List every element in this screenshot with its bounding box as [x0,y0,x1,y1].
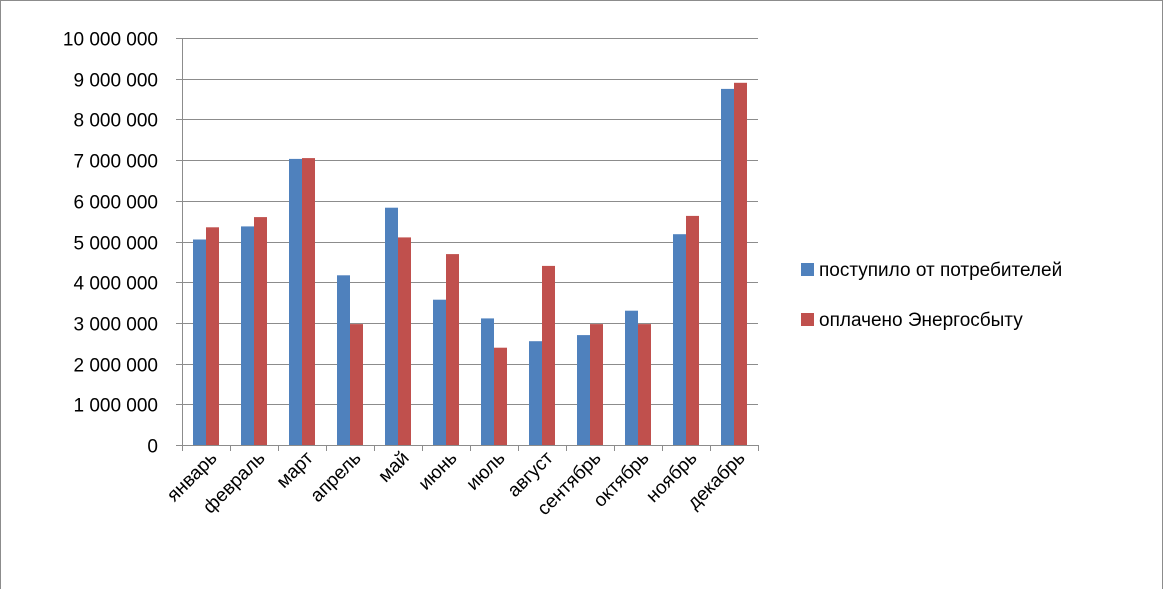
y-tick-label: 4 000 000 [73,274,158,295]
y-tick-label: 7 000 000 [73,152,158,173]
legend-label: оплачено Энергосбыту [819,310,1023,331]
legend-swatch [801,263,814,276]
legend: поступило от потребителей оплачено Энерго… [801,260,1062,331]
y-tick-label: 9 000 000 [73,71,158,92]
bar [241,226,254,445]
y-tick-label: 10 000 000 [63,30,158,51]
y-tick-label: 3 000 000 [73,315,158,336]
bar [625,310,638,445]
bar [481,318,494,445]
legend-label: поступило от потребителей [819,260,1062,281]
bar [254,217,267,445]
y-tick-label: 0 [147,437,158,458]
bar [385,207,398,445]
bar [398,237,411,445]
bar [302,158,315,445]
bar [686,215,699,445]
bar [350,324,363,445]
bar [193,239,206,445]
bar [529,341,542,445]
bar [577,335,590,445]
bar [446,254,459,445]
legend-item: поступило от потребителей [801,260,1062,281]
bar [734,82,747,446]
bar [289,158,302,445]
y-axis-tick-labels: 0 1 000 000 2 000 000 3 000 000 4 000 000 5 0… [63,30,158,458]
x-category-label: апрель [307,448,366,507]
y-tick-label: 1 000 000 [73,396,158,417]
x-category-label: март [273,447,318,492]
legend-item: оплачено Энергосбыту [801,310,1023,331]
axes [176,38,759,451]
bar [638,324,651,445]
gridlines [182,38,758,405]
x-category-label: июнь [415,448,462,495]
bar [494,347,507,445]
y-tick-label: 8 000 000 [73,111,158,132]
x-category-label: май [374,448,413,487]
bar [206,227,219,445]
bar [590,324,603,445]
y-tick-label: 5 000 000 [73,234,158,255]
bars [193,82,747,446]
bar [542,265,555,445]
legend-swatch [801,313,814,326]
bar [673,234,686,445]
bar [433,299,446,445]
bar [721,88,734,446]
bar [337,275,350,445]
y-tick-label: 2 000 000 [73,356,158,377]
y-tick-label: 6 000 000 [73,193,158,214]
x-category-label: июль [463,448,510,495]
